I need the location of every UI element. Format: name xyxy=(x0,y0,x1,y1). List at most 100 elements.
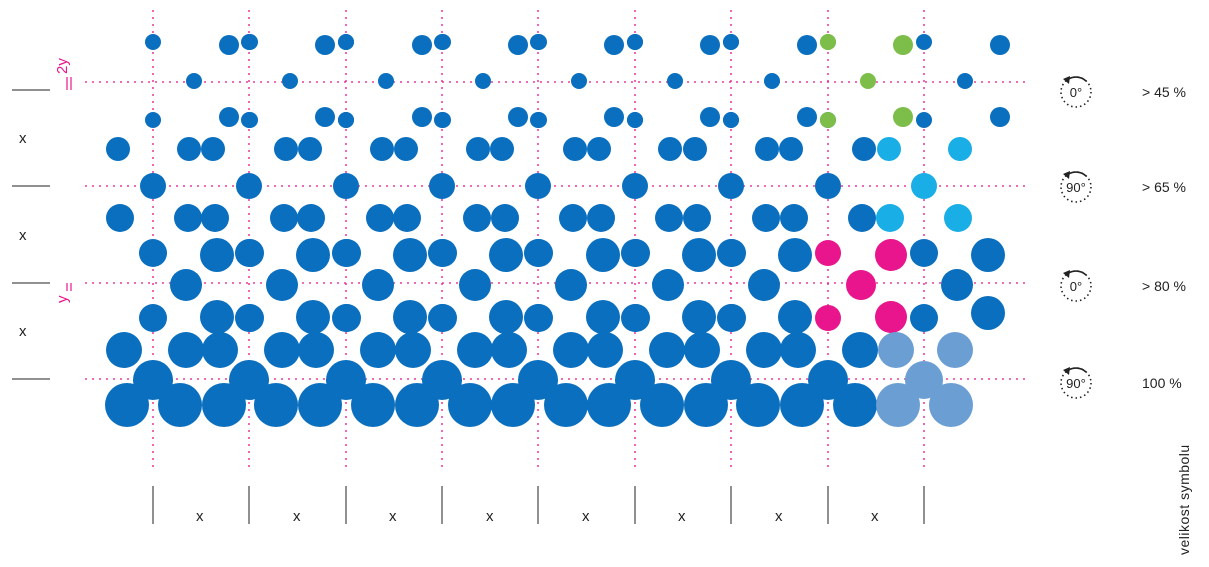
symbol-dot xyxy=(683,204,711,232)
symbol-dot xyxy=(559,204,587,232)
symbol-dot xyxy=(718,304,746,332)
symbol-dot xyxy=(525,239,553,267)
symbol-dot xyxy=(296,238,330,272)
symbol-dot xyxy=(202,332,238,368)
symbol-dot xyxy=(990,35,1010,55)
symbol-dot xyxy=(833,383,877,427)
symbol-dot xyxy=(587,332,623,368)
symbol-dot xyxy=(475,73,491,89)
symbol-dot xyxy=(362,269,394,301)
y-label: y xyxy=(54,295,71,303)
symbol-dot xyxy=(893,107,913,127)
symbol-dot xyxy=(459,269,491,301)
symbol-dot xyxy=(236,304,264,332)
symbol-dot xyxy=(242,112,258,128)
legend-threshold: > 65 % xyxy=(1142,179,1186,195)
symbol-dot xyxy=(852,137,876,161)
symbol-dot xyxy=(622,304,650,332)
symbol-dot xyxy=(145,34,161,50)
symbol-dot xyxy=(525,173,551,199)
symbol-dot xyxy=(779,137,803,161)
rotate-icon xyxy=(1060,367,1092,399)
symbol-dot xyxy=(878,332,914,368)
symbol-dot xyxy=(242,34,258,50)
legend-threshold: > 45 % xyxy=(1142,84,1186,100)
symbol-dot xyxy=(971,296,1005,330)
symbol-dot xyxy=(778,300,812,334)
symbol-dot xyxy=(627,112,643,128)
symbol-dot xyxy=(177,137,201,161)
symbol-dot xyxy=(875,301,907,333)
symbol-dot xyxy=(911,173,937,199)
symbol-dot xyxy=(948,137,972,161)
symbol-dot xyxy=(723,112,739,128)
legend-angle: 90° xyxy=(1066,376,1086,391)
symbol-dot xyxy=(682,300,716,334)
symbol-dot xyxy=(489,238,523,272)
symbol-dot xyxy=(491,332,527,368)
symbol-dot xyxy=(145,112,161,128)
symbol-dot xyxy=(622,173,648,199)
legend-item: 0° > 45 % xyxy=(1060,76,1186,108)
symbol-dot xyxy=(168,332,204,368)
symbol-dot xyxy=(395,383,439,427)
column-label: x xyxy=(678,508,686,525)
symbol-dot xyxy=(531,112,547,128)
symbol-dot xyxy=(139,304,167,332)
symbol-dot xyxy=(700,107,720,127)
legend-angle: 0° xyxy=(1070,279,1082,294)
axis-title: velikost symbolu xyxy=(1176,444,1192,555)
column-label: x xyxy=(775,508,783,525)
symbol-dot xyxy=(457,332,493,368)
rotate-icon xyxy=(1060,270,1092,302)
symbol-dot xyxy=(640,383,684,427)
symbol-dot xyxy=(274,137,298,161)
symbol-dot xyxy=(649,332,685,368)
symbol-dot xyxy=(525,304,553,332)
symbol-dot xyxy=(106,332,142,368)
two-y-label: 2y xyxy=(54,58,71,74)
symbol-dot xyxy=(905,361,943,399)
row-label: x xyxy=(19,227,27,244)
symbol-dot xyxy=(435,34,451,50)
rotate-icon xyxy=(1060,171,1092,203)
symbol-dot xyxy=(910,239,938,267)
symbol-dot xyxy=(338,34,354,50)
legend-item: 0° > 80 % xyxy=(1060,270,1186,302)
symbol-dot xyxy=(820,34,836,50)
legend-threshold: 100 % xyxy=(1142,375,1182,391)
symbol-dot xyxy=(587,204,615,232)
symbol-dot xyxy=(140,173,166,199)
symbol-dot xyxy=(463,204,491,232)
symbol-dot xyxy=(254,383,298,427)
symbol-dot xyxy=(587,137,611,161)
symbol-dot xyxy=(297,204,325,232)
symbol-dot xyxy=(875,239,907,271)
symbol-dot xyxy=(298,332,334,368)
column-label: x xyxy=(293,508,301,525)
symbol-dot xyxy=(571,73,587,89)
symbol-dot xyxy=(393,238,427,272)
symbol-dot xyxy=(236,239,264,267)
symbol-dot xyxy=(797,107,817,127)
symbol-dot xyxy=(158,383,202,427)
symbol-dot xyxy=(435,112,451,128)
symbol-dot xyxy=(971,238,1005,272)
symbol-dot xyxy=(957,73,973,89)
symbol-dot xyxy=(298,137,322,161)
symbol-dot xyxy=(393,204,421,232)
legend-item: 90° > 65 % xyxy=(1060,171,1186,203)
legend-threshold: > 80 % xyxy=(1142,278,1186,294)
symbol-dot xyxy=(944,204,972,232)
symbol-dot xyxy=(937,332,973,368)
symbol-dot xyxy=(846,270,876,300)
symbol-dot xyxy=(627,34,643,50)
symbol-dot xyxy=(266,269,298,301)
symbol-dot xyxy=(553,332,589,368)
symbol-dot xyxy=(877,137,901,161)
symbol-dots xyxy=(105,34,1010,427)
symbol-dot xyxy=(876,383,920,427)
row-label: x xyxy=(19,323,27,340)
symbol-dot xyxy=(780,204,808,232)
symbol-dot xyxy=(508,107,528,127)
